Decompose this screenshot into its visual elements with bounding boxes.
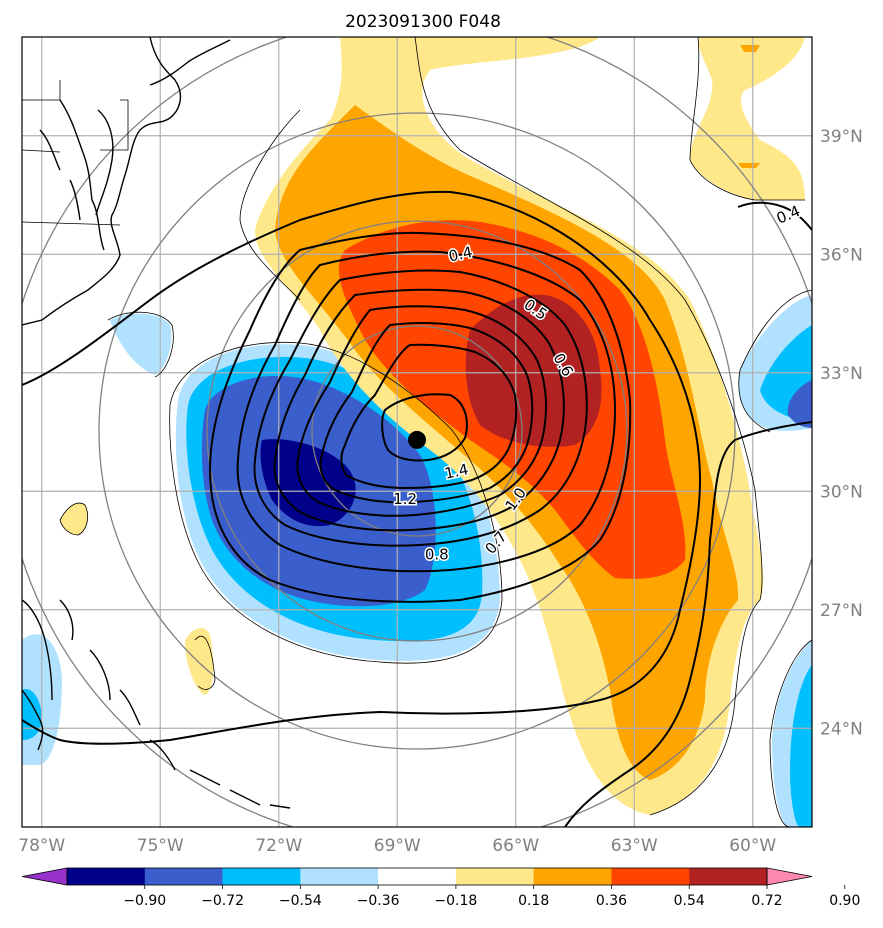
coastlines	[22, 37, 291, 809]
colorbar-segment-7	[611, 868, 690, 885]
fill-negative-navy	[260, 439, 356, 527]
coastline-cuba	[22, 689, 44, 751]
coastline-delmarva	[95, 109, 114, 216]
fill-negative-patch-se-inner	[790, 665, 812, 827]
coastline-long-island	[149, 39, 231, 86]
lon-label-3: 69°W	[374, 836, 421, 856]
outline-negative	[169, 341, 503, 664]
lat-label-2: 33°N	[820, 364, 863, 384]
colorbar-label-0: −0.90	[123, 893, 166, 909]
outline-ne	[689, 37, 805, 201]
longitude-labels: 78°W 75°W 72°W 69°W 66°W 63°W 60°W	[18, 836, 776, 856]
contour-label-5: 1.2	[393, 490, 417, 508]
latitude-labels: 39°N 36°N 33°N 30°N 27°N 24°N	[820, 127, 863, 740]
colorbar-label-9: 0.90	[829, 893, 860, 909]
lat-label-0: 39°N	[820, 127, 863, 147]
outline-small-2	[194, 635, 216, 690]
lat-label-5: 24°N	[820, 719, 863, 739]
contour-0-9	[296, 305, 547, 517]
map-frame	[21, 36, 813, 828]
colorbar-frame	[66, 867, 768, 886]
gridlines	[22, 37, 812, 827]
range-ring-2	[206, 220, 628, 642]
colorbar-label-5: 0.18	[518, 893, 549, 909]
state-borders	[22, 80, 129, 226]
colorbar-segment-1	[144, 868, 224, 885]
lon-label-6: 60°W	[729, 836, 776, 856]
contour-1-0	[319, 322, 534, 504]
colorbar-extend-low	[21, 867, 68, 886]
fill-positive-orange-ne	[740, 45, 760, 52]
colorbar-label-6: 0.36	[596, 893, 627, 909]
coastline-us-east	[22, 37, 182, 326]
colorbar-label-8: 0.72	[751, 893, 782, 909]
fill-positive-yellow-ne	[690, 37, 805, 200]
colorbar-segment-4	[378, 868, 457, 885]
colorbar-label-1: −0.72	[201, 893, 244, 909]
outline-e	[738, 289, 812, 433]
range-ring-3	[98, 112, 736, 750]
contour-0-4-ne	[737, 201, 812, 231]
lat-label-1: 36°N	[820, 245, 863, 265]
contour-0-8	[273, 288, 565, 532]
contour-0-4	[22, 190, 702, 745]
lon-label-4: 66°W	[492, 836, 539, 856]
map-area[interactable]: 0.40.40.50.61.41.2 1.00.8 0.7	[2, 16, 832, 846]
outline-nw-patch	[107, 311, 174, 378]
contour-label-7: 0.8	[425, 545, 449, 563]
fill-positive-yellow-small1	[60, 503, 88, 535]
lon-label-2: 72°W	[255, 836, 302, 856]
lat-label-4: 27°N	[820, 601, 863, 621]
lat-label-3: 30°N	[820, 482, 863, 502]
range-rings	[22, 37, 812, 827]
contour-1-2	[340, 343, 518, 490]
colorbar-segment-3	[300, 868, 379, 885]
contour-0-7	[253, 269, 588, 547]
outline-se	[769, 639, 812, 827]
colorbar-extend-high	[766, 867, 813, 886]
contour-0-6	[236, 250, 617, 573]
fill-positive-yellow-small2	[185, 628, 214, 695]
colorbar: −0.90 −0.72 −0.54 −0.36 −0.18 0.18 0.36 0.54 0.7…	[21, 867, 860, 909]
fill-negative-patch-nw	[110, 313, 172, 375]
anomaly-shading	[22, 37, 812, 827]
contour-0-4-e	[564, 421, 812, 827]
plot-title: 2023091300 F048	[345, 12, 501, 32]
range-ring-1	[311, 325, 523, 537]
colorbar-segment-2	[222, 868, 301, 885]
coastline-florida-bahamas	[22, 599, 291, 809]
contour-0-5	[208, 231, 632, 603]
colorbar-segment-0	[67, 868, 146, 885]
fill-positive-firebrick	[465, 294, 602, 447]
shading-outline-contours	[59, 37, 812, 827]
colorbar-label-4: −0.18	[434, 893, 477, 909]
coastline-chesapeake	[59, 99, 105, 251]
colorbar-segment-8	[689, 868, 768, 885]
colorbar-label-3: −0.36	[357, 893, 400, 909]
colorbar-label-7: 0.54	[674, 893, 705, 909]
anomaly-contours	[22, 190, 812, 827]
colorbar-label-2: −0.54	[279, 893, 322, 909]
lon-label-1: 75°W	[137, 836, 184, 856]
fill-negative-patch-e-inner2	[787, 380, 812, 428]
contour-1-4	[381, 393, 468, 462]
lon-label-5: 63°W	[611, 836, 658, 856]
fill-positive-orange-ne2	[738, 163, 760, 168]
lon-label-0: 78°W	[18, 836, 65, 856]
coastline-bays	[39, 129, 81, 221]
colorbar-segment-6	[533, 868, 612, 885]
colorbar-segment-5	[455, 868, 535, 885]
fill-negative-patch-sw-inner	[22, 689, 42, 740]
outline-small-1	[59, 502, 89, 536]
outline-west	[239, 109, 301, 301]
storm-center-marker[interactable]	[408, 430, 426, 449]
outline-positive	[414, 37, 763, 816]
